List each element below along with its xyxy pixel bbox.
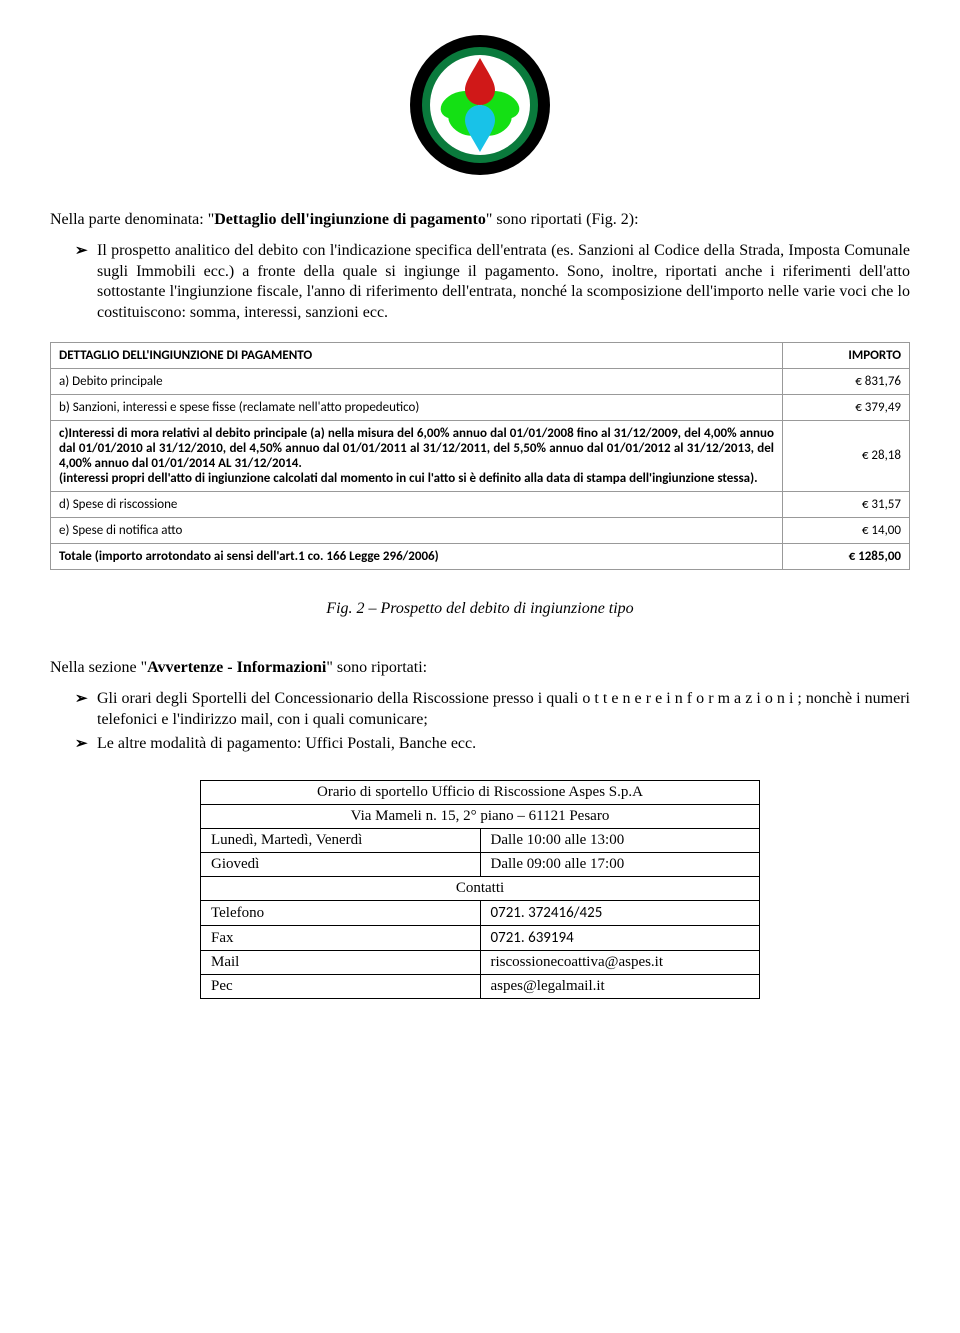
contact-label: Mail bbox=[201, 951, 481, 975]
schedule-title: Orario di sportello Ufficio di Riscossio… bbox=[201, 781, 760, 805]
bullet-text: Il prospetto analitico del debito con l'… bbox=[97, 241, 910, 324]
col-header-description: DETTAGLIO DELL'INGIUNZIONE DI PAGAMENTO bbox=[51, 342, 783, 368]
table-row-description: c)Interessi di mora relativi al debito p… bbox=[51, 420, 783, 491]
schedule-day: Lunedì, Martedì, Venerdì bbox=[201, 829, 481, 853]
bullet-list-1: ➢ Il prospetto analitico del debito con … bbox=[75, 241, 910, 324]
contact-value: aspes@legalmail.it bbox=[480, 975, 760, 999]
contact-value: riscossionecoattiva@aspes.it bbox=[480, 951, 760, 975]
schedule-address: Via Mameli n. 15, 2° piano – 61121 Pesar… bbox=[201, 805, 760, 829]
list-item: ➢Gli orari degli Sportelli del Concessio… bbox=[75, 689, 910, 731]
contacts-header: Contatti bbox=[201, 877, 760, 901]
table-row-amount: € 379,49 bbox=[783, 394, 910, 420]
bullet-list-2: ➢Gli orari degli Sportelli del Concessio… bbox=[75, 689, 910, 755]
intro-paragraph: Nella parte denominata: "Dettaglio dell'… bbox=[50, 210, 910, 231]
figure-caption: Fig. 2 – Prospetto del debito di ingiunz… bbox=[50, 600, 910, 618]
table-row-description: d) Spese di riscossione bbox=[51, 491, 783, 517]
bullet-arrow-icon: ➢ bbox=[75, 241, 97, 260]
col-header-amount: IMPORTO bbox=[783, 342, 910, 368]
contact-label: Fax bbox=[201, 926, 481, 951]
contact-value: 0721. 372416/425 bbox=[480, 901, 760, 926]
table-row-description: a) Debito principale bbox=[51, 368, 783, 394]
total-label: Totale (importo arrotondato ai sensi del… bbox=[51, 543, 783, 569]
contact-label: Telefono bbox=[201, 901, 481, 926]
table-row-amount: € 28,18 bbox=[783, 420, 910, 491]
contact-value: 0721. 639194 bbox=[480, 926, 760, 951]
list-item: ➢Le altre modalità di pagamento: Uffici … bbox=[75, 734, 910, 755]
table-row-amount: € 831,76 bbox=[783, 368, 910, 394]
table-row-description: b) Sanzioni, interessi e spese fisse (re… bbox=[51, 394, 783, 420]
bullet-arrow-icon: ➢ bbox=[75, 689, 97, 708]
schedule-hours: Dalle 10:00 alle 13:00 bbox=[480, 829, 760, 853]
section2-intro: Nella sezione "Avvertenze - Informazioni… bbox=[50, 658, 910, 679]
bullet-text: Gli orari degli Sportelli del Concession… bbox=[97, 689, 910, 731]
table-row-amount: € 14,00 bbox=[783, 517, 910, 543]
table-row-description: e) Spese di notifica atto bbox=[51, 517, 783, 543]
schedule-day: Giovedì bbox=[201, 853, 481, 877]
list-item: ➢ Il prospetto analitico del debito con … bbox=[75, 241, 910, 324]
contact-label: Pec bbox=[201, 975, 481, 999]
schedule-table: Orario di sportello Ufficio di Riscossio… bbox=[200, 780, 760, 999]
total-amount: € 1285,00 bbox=[783, 543, 910, 569]
company-logo-icon bbox=[405, 30, 555, 180]
detail-table: DETTAGLIO DELL'INGIUNZIONE DI PAGAMENTO … bbox=[50, 342, 910, 570]
bullet-text: Le altre modalità di pagamento: Uffici P… bbox=[97, 734, 910, 755]
bullet-arrow-icon: ➢ bbox=[75, 734, 97, 753]
schedule-hours: Dalle 09:00 alle 17:00 bbox=[480, 853, 760, 877]
header-logo-wrap bbox=[50, 30, 910, 185]
table-row-amount: € 31,57 bbox=[783, 491, 910, 517]
